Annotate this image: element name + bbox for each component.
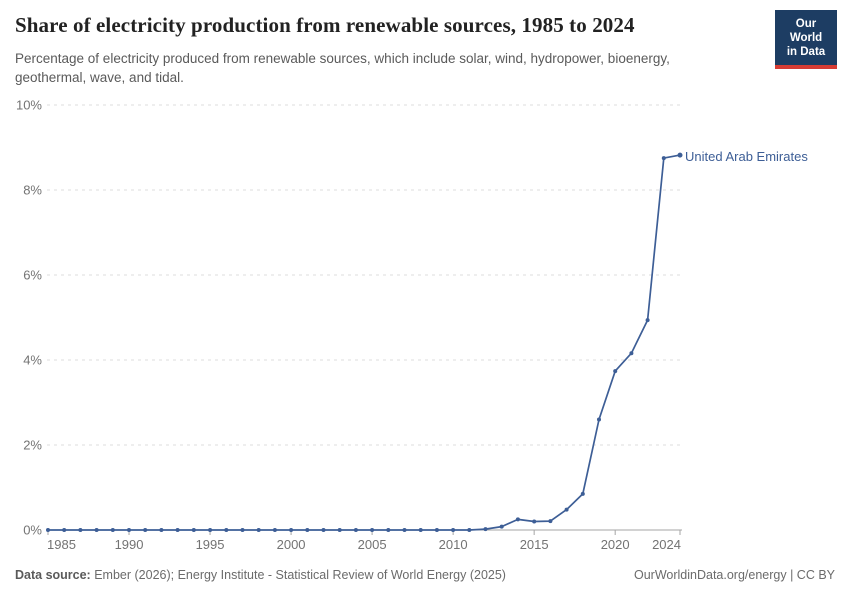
data-point[interactable] [78, 528, 83, 532]
data-point[interactable] [661, 156, 666, 161]
data-point[interactable] [353, 528, 358, 532]
data-point[interactable] [127, 528, 131, 532]
x-axis-tick-label: 2020 [601, 537, 630, 552]
footer-credit[interactable]: OurWorldinData.org/energy | CC BY [633, 568, 835, 582]
data-point[interactable] [402, 528, 407, 532]
data-point[interactable] [451, 528, 456, 532]
data-point[interactable] [337, 528, 342, 532]
y-axis-tick-label: 8% [23, 183, 42, 198]
series-label-united-arab-emirates[interactable]: United Arab Emirates [685, 149, 808, 164]
owid-logo-line1: Our World [789, 18, 823, 44]
x-axis-tick-label: 2000 [277, 537, 306, 552]
data-point[interactable] [62, 528, 67, 532]
data-point[interactable] [289, 528, 294, 532]
data-point[interactable] [548, 519, 553, 524]
data-point[interactable] [386, 528, 391, 532]
data-source-note: Data source: Ember (2026); Energy Instit… [15, 568, 506, 582]
data-point[interactable] [532, 519, 537, 524]
x-axis-tick-label: 1995 [196, 537, 225, 552]
data-point[interactable] [597, 417, 601, 422]
x-axis-tick-label: 2005 [358, 537, 387, 552]
x-axis-tick-label: 2015 [520, 537, 549, 552]
data-point[interactable] [499, 524, 504, 529]
data-point[interactable] [272, 528, 277, 532]
x-axis-tick-label: 1985 [47, 537, 76, 552]
y-axis-tick-label: 4% [23, 353, 42, 368]
data-point[interactable] [418, 528, 423, 532]
chart-footer: Data source: Ember (2026); Energy Instit… [15, 568, 835, 582]
data-point[interactable] [515, 517, 520, 522]
data-point[interactable] [564, 507, 569, 512]
x-axis-tick-label: 2024 [652, 537, 681, 552]
data-point[interactable] [208, 528, 213, 532]
data-point[interactable] [110, 528, 115, 532]
data-point[interactable] [645, 318, 650, 323]
data-point[interactable] [256, 528, 261, 532]
y-axis-tick-label: 6% [23, 268, 42, 283]
data-source-label: Data source: [15, 568, 91, 582]
y-axis-tick-label: 2% [23, 438, 42, 453]
data-point[interactable] [94, 528, 99, 532]
data-line-united-arab-emirates[interactable] [47, 154, 681, 531]
data-point[interactable] [370, 528, 375, 532]
chart-title: Share of electricity production from ren… [15, 13, 635, 37]
data-point[interactable] [143, 528, 148, 532]
x-axis-tick-label: 1990 [115, 537, 144, 552]
data-point[interactable] [159, 528, 164, 532]
data-point[interactable] [467, 528, 472, 532]
data-point-end[interactable] [677, 152, 683, 158]
data-point[interactable] [613, 369, 618, 374]
data-point[interactable] [224, 528, 229, 532]
data-point[interactable] [321, 528, 326, 532]
chart-subtitle: Percentage of electricity produced from … [15, 51, 670, 85]
data-point[interactable] [175, 528, 180, 532]
data-point[interactable] [240, 528, 245, 532]
data-point[interactable] [629, 351, 634, 356]
data-point[interactable] [434, 528, 439, 532]
data-source-text: Ember (2026); Energy Institute - Statist… [90, 568, 506, 582]
owid-logo-line2: in Data [786, 46, 826, 58]
data-point[interactable] [191, 528, 196, 532]
owid-logo[interactable]: Our World in Data [775, 10, 837, 69]
x-axis-tick-label: 2010 [439, 537, 468, 552]
data-point[interactable] [305, 528, 310, 532]
y-axis-tick-label: 0% [23, 523, 42, 538]
data-point[interactable] [483, 527, 488, 532]
y-axis-tick-label: 10% [16, 98, 42, 113]
data-point[interactable] [580, 491, 585, 496]
data-point[interactable] [46, 528, 50, 532]
